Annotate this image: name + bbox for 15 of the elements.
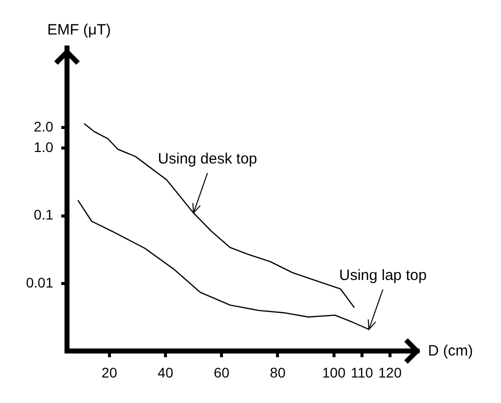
annotation: Using lap top	[339, 267, 427, 284]
y-tick-label: 0.1	[34, 206, 54, 223]
y-tick-label: 2.0	[34, 118, 54, 135]
x-tick-label: 110	[350, 364, 374, 380]
x-axis-title: D (cm)	[428, 342, 473, 360]
x-tick-label: 60	[214, 364, 230, 380]
x-tick-label: 20	[102, 364, 118, 380]
y-tick-label: 1.0	[34, 138, 54, 155]
x-tick-label: 80	[270, 364, 286, 380]
x-tick-label: 100	[322, 364, 346, 380]
x-tick-label: 40	[158, 364, 174, 380]
y-tick-label: 0.01	[26, 274, 54, 290]
x-tick-label: 120	[378, 364, 402, 380]
annotation: Using desk top	[158, 150, 258, 168]
y-axis-title: EMF (μT)	[47, 22, 111, 39]
